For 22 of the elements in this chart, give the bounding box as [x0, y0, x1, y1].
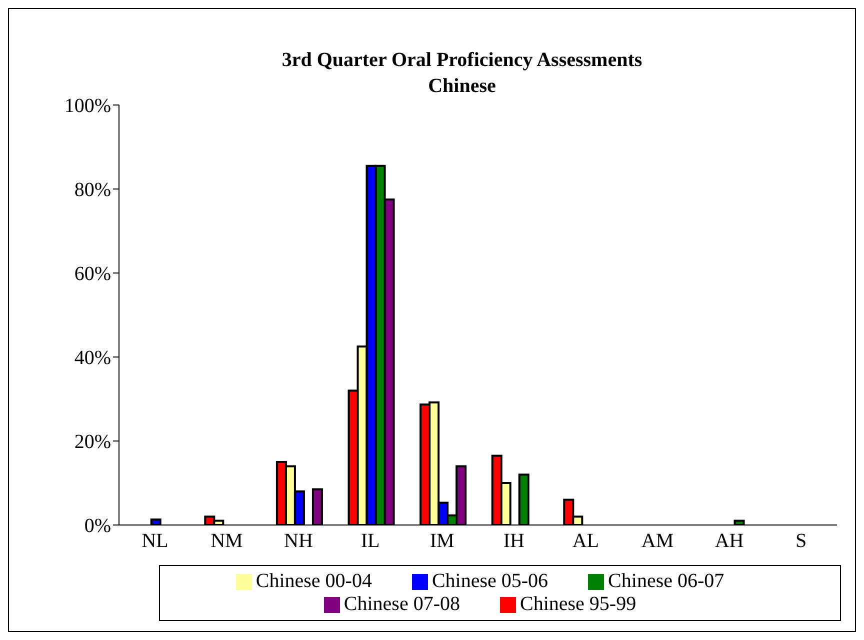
x-tick-label: IM [430, 530, 455, 552]
chart-title: 3rd Quarter Oral Proficiency Assessments Chinese [280, 48, 644, 97]
x-tick-label: S [796, 530, 807, 552]
y-tick-label: 60% [74, 263, 111, 286]
y-tick-label: 40% [74, 347, 111, 370]
legend-label: Chinese 00-04 [256, 570, 372, 592]
x-tick-label: IL [360, 530, 380, 552]
legend-label: Chinese 05-06 [432, 570, 548, 592]
y-tick-label: 100% [64, 95, 111, 118]
x-tick-label: AH [714, 530, 744, 552]
x-tick-label: AM [641, 530, 674, 552]
y-tick-label: 80% [74, 179, 111, 202]
legend-label: Chinese 95-99 [520, 593, 636, 615]
y-tick-label: 20% [74, 431, 111, 454]
x-tick-label: IH [503, 530, 524, 552]
x-tick-label: AL [572, 530, 600, 552]
y-tick-label: 0% [84, 515, 111, 538]
x-tick-label: NH [284, 530, 313, 552]
x-tick-label: NL [142, 530, 168, 552]
x-tick-label: NM [210, 530, 244, 552]
legend-label: Chinese 06-07 [608, 570, 724, 592]
legend-label: Chinese 07-08 [344, 593, 460, 615]
